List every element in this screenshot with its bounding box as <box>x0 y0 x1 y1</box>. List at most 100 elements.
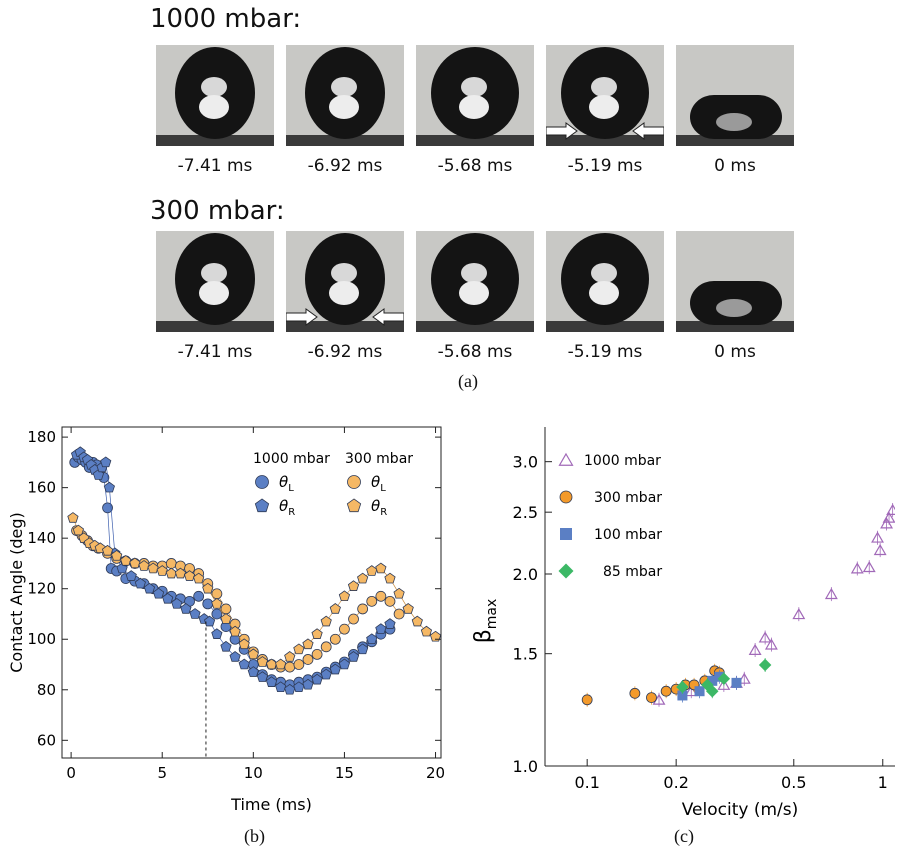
frame-time-label: -6.92 ms <box>307 156 383 176</box>
drop-frame <box>676 231 794 332</box>
data-point <box>211 588 223 600</box>
data-point <box>275 681 287 693</box>
data-point <box>393 587 405 599</box>
data-point <box>171 597 183 609</box>
data-point <box>366 633 378 645</box>
legend-marker <box>560 528 572 540</box>
drop-image <box>416 47 534 146</box>
data-point <box>193 590 205 602</box>
data-point <box>202 598 214 610</box>
drop-highlight <box>459 95 489 119</box>
data-point <box>275 658 287 670</box>
data-point <box>357 603 369 615</box>
drop-highlight <box>591 77 617 97</box>
data-point <box>764 638 778 650</box>
data-point <box>220 603 232 615</box>
y-tick-label: 1.5 <box>513 645 538 664</box>
drop-frame <box>546 45 664 146</box>
data-point <box>247 666 259 677</box>
data-point <box>676 680 689 694</box>
drop-frame <box>156 231 274 332</box>
data-point <box>256 671 269 682</box>
contact-arrow-icon <box>546 122 578 140</box>
legend-entry-label: 100 mbar <box>594 527 662 543</box>
data-point <box>152 587 165 599</box>
y-tick-label: 120 <box>27 580 56 598</box>
data-point <box>156 565 168 576</box>
data-point <box>677 690 688 701</box>
substrate-reflection <box>416 321 534 332</box>
drop-highlight <box>331 263 357 283</box>
data-point <box>384 572 396 584</box>
data-point <box>329 633 341 645</box>
drop-highlight <box>201 263 227 283</box>
drop-image <box>546 47 664 146</box>
substrate-reflection <box>156 135 274 146</box>
data-point <box>366 565 378 576</box>
data-point <box>660 685 672 697</box>
legend-entry-label: 85 mbar <box>603 564 662 580</box>
panel-label-a: (a) <box>458 371 478 391</box>
data-point <box>357 572 369 584</box>
legend-entry-label: θL <box>279 473 294 494</box>
drop-frame <box>416 45 534 146</box>
x-tick-label: 10 <box>244 764 263 782</box>
y-tick-label: 1.0 <box>513 757 538 776</box>
contact-arrow-icon <box>632 122 664 140</box>
panel-label-c: (c) <box>674 826 694 846</box>
data-point <box>792 607 806 620</box>
contact-angle-chart: 0 5 10 15 20 60 80 100 120 140 160 180 Time (ms) Cont… <box>7 426 445 814</box>
data-point <box>375 562 387 574</box>
drop-highlight <box>199 95 229 119</box>
data-point <box>758 658 772 672</box>
data-point <box>111 549 123 561</box>
data-point <box>311 673 323 685</box>
drop-frame <box>286 231 404 332</box>
data-point <box>320 668 332 680</box>
legend-entry-label: 1000 mbar <box>584 453 661 469</box>
row-2-heading: 300 mbar: <box>150 196 285 226</box>
y-axis-label: Contact Angle (deg) <box>7 512 26 673</box>
frame-time-label: -6.92 ms <box>307 342 383 362</box>
drop-image <box>546 233 664 332</box>
contact-arrow-icon <box>372 308 404 326</box>
contact-arrow-icon <box>286 308 318 326</box>
x-axis-label: Velocity (m/s) <box>682 800 799 820</box>
data-point <box>707 675 718 686</box>
data-point <box>329 603 341 614</box>
data-point <box>429 630 442 642</box>
data-point <box>871 531 884 543</box>
data-point <box>320 615 332 627</box>
data-point <box>101 544 114 556</box>
data-point <box>165 558 177 569</box>
drop-frame <box>546 231 664 332</box>
data-point <box>347 651 360 662</box>
data-point <box>581 694 593 706</box>
drop-highlight <box>329 95 359 119</box>
y-tick-label: 100 <box>27 630 56 648</box>
data-point <box>758 631 772 643</box>
drop-image <box>156 233 274 332</box>
drop-frame <box>286 45 404 146</box>
frame-time-label: 0 ms <box>714 156 756 176</box>
substrate-reflection <box>676 135 794 146</box>
x-tick-label: 15 <box>335 764 354 782</box>
data-point <box>384 595 396 607</box>
data-point <box>824 587 838 600</box>
data-point <box>293 643 305 655</box>
data-point <box>165 567 177 579</box>
drop-image <box>286 233 404 332</box>
data-point <box>256 656 269 667</box>
data-point <box>162 592 174 604</box>
beta-max-chart: 0.1 0.2 0.5 1 1.0 1.5 2.0 2.5 3.0 Velocity (m/s) β… <box>471 427 895 820</box>
data-point <box>211 597 223 609</box>
legend-marker <box>559 490 573 504</box>
data-point <box>329 663 341 675</box>
drop-highlight <box>461 77 487 97</box>
data-point <box>375 623 387 634</box>
y-tick-label: 180 <box>27 428 56 446</box>
x-tick-label: 0.2 <box>663 773 688 792</box>
frame-time-label: -5.19 ms <box>567 156 643 176</box>
data-point <box>284 651 296 662</box>
data-point <box>180 603 192 614</box>
